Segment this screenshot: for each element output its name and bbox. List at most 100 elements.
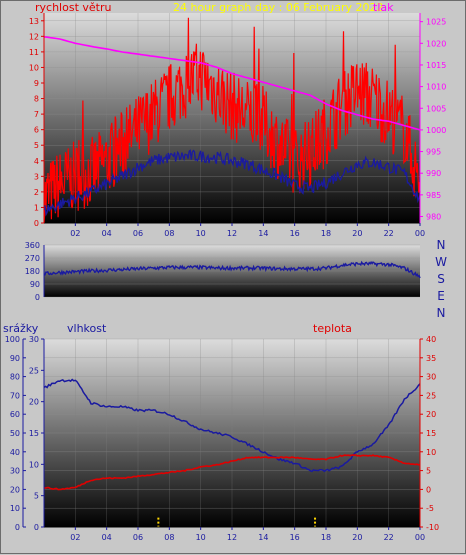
compass-label: N	[437, 238, 446, 252]
pressure-y-tick-label: 1010	[426, 83, 446, 92]
rain-axis-title: srážky	[3, 322, 39, 335]
temperature-x-tick-label: 04	[102, 533, 112, 542]
pressure-line	[43, 36, 421, 131]
temperature-y-tick-label: 5	[426, 467, 431, 476]
direction-y-tick-label: 360	[25, 241, 40, 250]
wind-y-tick-label: 11	[29, 48, 39, 57]
pressure-y-tick-label: 990	[426, 169, 441, 178]
temperature-y-tick-label: 0	[426, 485, 431, 494]
wind-y-tick-label: 2	[34, 188, 39, 197]
rain-y-tick-label: 80	[10, 373, 20, 382]
temperature-y-tick-label: 35	[426, 354, 436, 363]
wind-x-tick-label: 16	[290, 229, 300, 238]
pressure-y-tick-label: 1005	[426, 104, 446, 113]
rain-y-tick-label: 90	[10, 354, 20, 363]
wind-x-tick-label: 04	[102, 229, 112, 238]
humidity-y-tick-label: 0	[34, 523, 39, 532]
temperature-line	[43, 454, 421, 491]
rain-y-tick-label: 70	[10, 391, 20, 400]
temperature-x-tick-label: 22	[384, 533, 394, 542]
wind-y-tick-label: 9	[34, 79, 39, 88]
temperature-x-tick-label: 16	[290, 533, 300, 542]
temperature-x-tick-label: 12	[227, 533, 237, 542]
rain-y-tick-label: 60	[10, 410, 20, 419]
temperature-y-tick-label: 10	[426, 448, 436, 457]
humidity-temperature-chart: 02 04 06 08 10 12 14 16 18 20 22 00 010203040506070…	[3, 322, 439, 542]
humidity-axis-title: vlhkost	[67, 322, 107, 335]
temperature-x-tick-label: 10	[196, 533, 206, 542]
temperature-y-tick-label: -10	[426, 523, 439, 532]
wind-y-tick-label: 10	[29, 63, 39, 72]
wind-y-tick-label: 13	[29, 17, 39, 26]
wind-x-tick-label: 06	[133, 229, 143, 238]
wind-x-tick-label: 18	[321, 229, 331, 238]
rain-y-tick-label: 20	[10, 485, 20, 494]
humidity-y-tick-label: 20	[29, 398, 39, 407]
direction-y-tick-label: 180	[25, 267, 40, 276]
wind-y-tick-label: 5	[34, 141, 39, 150]
humidity-y-tick-label: 25	[29, 366, 39, 375]
temperature-x-tick-label: 02	[70, 533, 80, 542]
rain-y-tick-label: 10	[10, 504, 20, 513]
pressure-y-tick-label: 980	[426, 213, 441, 222]
compass-label: E	[437, 289, 445, 303]
wind-x-tick-label: 22	[384, 229, 394, 238]
temperature-x-tick-label: 14	[258, 533, 268, 542]
wind-x-tick-label: 20	[352, 229, 362, 238]
temperature-y-tick-label: 20	[426, 410, 436, 419]
temperature-y-tick-label: 15	[426, 429, 436, 438]
wind-y-tick-label: 6	[34, 126, 39, 135]
temperature-y-tick-label: 25	[426, 391, 436, 400]
wind-y-tick-label: 0	[34, 219, 39, 228]
direction-y-tick-label: 0	[35, 293, 40, 302]
wind-direction-line	[44, 260, 421, 279]
wind-x-tick-label: 00	[415, 229, 425, 238]
wind-pressure-chart: 02 04 06 08 10 12 14 16 18 20 22 00 012345678910111…	[29, 1, 447, 238]
temperature-x-tick-label: 00	[415, 533, 425, 542]
pressure-y-tick-label: 1015	[426, 61, 446, 70]
pressure-y-tick-label: 1025	[426, 18, 446, 27]
temperature-y-tick-label: 40	[426, 335, 436, 344]
wind-x-tick-label: 14	[258, 229, 268, 238]
humidity-y-tick-label: 30	[29, 335, 39, 344]
temperature-x-tick-label: 18	[321, 533, 331, 542]
compass-label: N	[437, 306, 446, 320]
rain-y-tick-label: 40	[10, 448, 20, 457]
pressure-axis-title: tlak	[373, 1, 394, 14]
temperature-axis-title: teplota	[313, 322, 352, 335]
wind-x-tick-label: 12	[227, 229, 237, 238]
rain-y-tick-label: 50	[10, 429, 20, 438]
wind-y-tick-label: 8	[34, 95, 39, 104]
compass-label: W	[435, 255, 447, 269]
wind-y-tick-label: 1	[34, 203, 39, 212]
temperature-x-tick-label: 06	[133, 533, 143, 542]
temperature-x-tick-label: 20	[352, 533, 362, 542]
direction-y-tick-label: 270	[25, 254, 40, 263]
wind-gust-line	[43, 17, 421, 224]
pressure-y-tick-label: 985	[426, 191, 441, 200]
humidity-line	[43, 378, 421, 473]
wind-y-tick-label: 4	[34, 157, 39, 166]
rain-y-tick-label: 0	[15, 523, 20, 532]
compass-label: S	[437, 272, 445, 286]
wind-average-line	[43, 149, 421, 217]
wind-x-tick-label: 02	[70, 229, 80, 238]
rain-y-tick-label: 30	[10, 467, 20, 476]
wind-y-tick-label: 7	[34, 110, 39, 119]
humidity-y-tick-label: 10	[29, 460, 39, 469]
temperature-x-tick-label: 08	[164, 533, 174, 542]
pressure-y-tick-label: 1000	[426, 126, 446, 135]
humidity-y-tick-label: 15	[29, 429, 39, 438]
humidity-y-tick-label: 5	[34, 492, 39, 501]
wind-axis-title: rychlost větru	[35, 1, 111, 14]
pressure-y-tick-label: 995	[426, 148, 441, 157]
wind-x-tick-label: 08	[164, 229, 174, 238]
graph-title: 24 hour graph day : 06 February 2022	[173, 1, 384, 14]
wind-y-tick-label: 3	[34, 172, 39, 181]
wind-y-tick-label: 12	[29, 32, 39, 41]
temperature-y-tick-label: 30	[426, 373, 436, 382]
direction-y-tick-label: 90	[30, 280, 40, 289]
